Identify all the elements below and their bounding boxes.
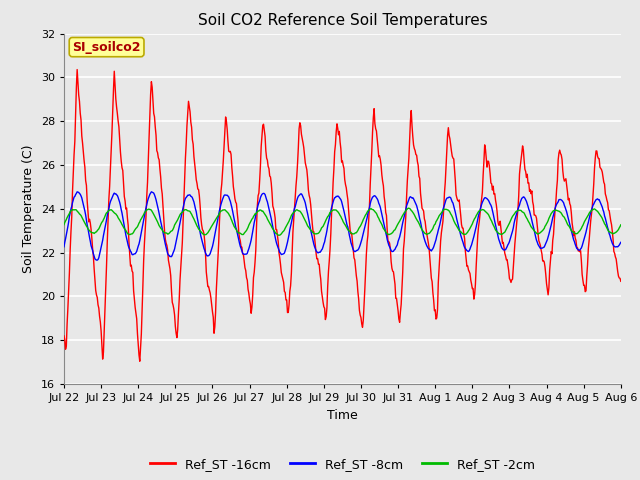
Title: Soil CO2 Reference Soil Temperatures: Soil CO2 Reference Soil Temperatures — [198, 13, 487, 28]
Text: SI_soilco2: SI_soilco2 — [72, 41, 141, 54]
Y-axis label: Soil Temperature (C): Soil Temperature (C) — [22, 144, 35, 273]
X-axis label: Time: Time — [327, 408, 358, 421]
Legend: Ref_ST -16cm, Ref_ST -8cm, Ref_ST -2cm: Ref_ST -16cm, Ref_ST -8cm, Ref_ST -2cm — [145, 453, 540, 476]
